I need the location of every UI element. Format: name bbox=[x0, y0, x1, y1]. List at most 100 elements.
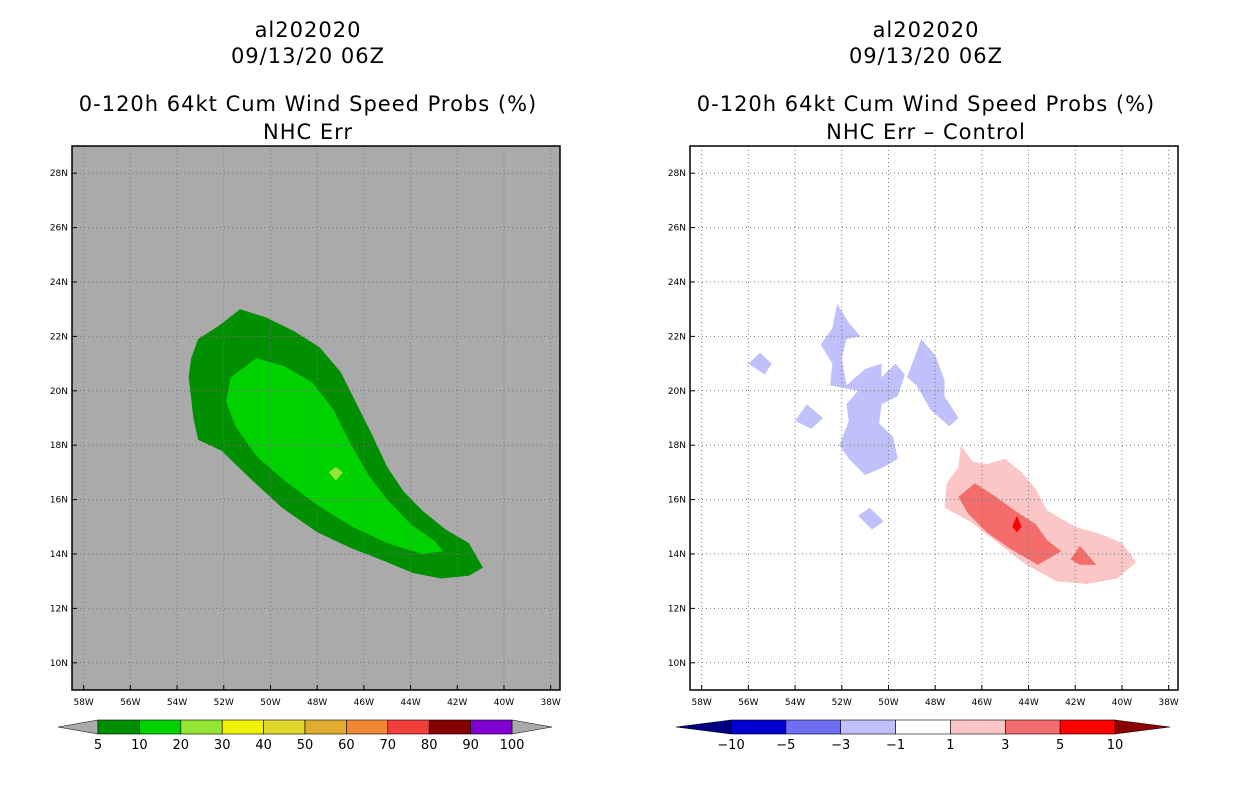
left-y-tick-label: 28N bbox=[50, 169, 68, 179]
left-x-tick-label: 56W bbox=[120, 698, 140, 708]
left-x-tick-label: 40W bbox=[494, 698, 514, 708]
left-colorbar-swatch bbox=[387, 719, 430, 735]
right-colorbar-swatch bbox=[1004, 719, 1061, 735]
right-colorbar-label: 10 bbox=[1107, 738, 1124, 753]
right-colorbar-label: 5 bbox=[1056, 738, 1064, 753]
right-colorbar-label: −5 bbox=[776, 738, 795, 753]
right-contour-5 bbox=[944, 445, 1136, 584]
right-storm-id: al202020 bbox=[872, 18, 980, 42]
left-colorbar-label: 90 bbox=[462, 738, 479, 753]
right-x-tick-label: 48W bbox=[925, 698, 945, 708]
left-y-tick-label: 12N bbox=[50, 604, 68, 614]
left-x-tick-label: 48W bbox=[307, 698, 327, 708]
right-colorbar-label: 1 bbox=[946, 738, 954, 753]
right-contour-8 bbox=[1012, 515, 1022, 533]
right-y-tick-label: 10N bbox=[668, 659, 686, 669]
right-map-background bbox=[690, 146, 1178, 690]
left-colorbar-max-arrow bbox=[511, 719, 553, 735]
right-x-tick-label: 58W bbox=[691, 698, 711, 708]
left-chart-title: al202020 09/13/20 06Z bbox=[58, 17, 558, 69]
left-y-tick-label: 24N bbox=[50, 278, 68, 288]
left-colorbar-swatch bbox=[470, 719, 513, 735]
right-x-tick-label: 40W bbox=[1112, 698, 1132, 708]
left-datetime: 09/13/20 06Z bbox=[230, 44, 386, 68]
right-colorbar-swatch bbox=[895, 719, 951, 735]
left-y-tick-label: 16N bbox=[50, 496, 68, 506]
right-contour-6 bbox=[958, 483, 1062, 565]
left-y-tick-label: 26N bbox=[50, 224, 68, 234]
left-x-tick-label: 52W bbox=[214, 698, 234, 708]
left-map-frame bbox=[71, 145, 561, 691]
right-x-tick-label: 56W bbox=[738, 698, 758, 708]
left-x-tick-label: 46W bbox=[354, 698, 374, 708]
left-colorbar-label: 80 bbox=[421, 738, 438, 753]
right-y-tick-label: 20N bbox=[668, 387, 686, 397]
left-colorbar-min-arrow bbox=[57, 719, 99, 735]
right-colorbar-label: −10 bbox=[717, 738, 744, 753]
right-x-tick-label: 46W bbox=[972, 698, 992, 708]
left-colorbar-swatch bbox=[221, 719, 264, 735]
right-y-tick-label: 22N bbox=[668, 332, 686, 342]
right-y-tick-label: 14N bbox=[668, 550, 686, 560]
left-x-tick-label: 58W bbox=[73, 698, 93, 708]
right-colorbar-swatch bbox=[730, 719, 787, 735]
right-colorbar-swatch bbox=[1059, 719, 1116, 735]
right-panel-title-line1: 0-120h 64kt Cum Wind Speed Probs (%) bbox=[696, 92, 1156, 116]
left-panel-title-line2: NHC Err bbox=[262, 120, 353, 144]
left-colorbar-label: 60 bbox=[338, 738, 355, 753]
right-colorbar-swatch bbox=[785, 719, 842, 735]
left-colorbar-swatch bbox=[263, 719, 306, 735]
left-contour-1 bbox=[226, 358, 444, 554]
left-colorbar-swatch bbox=[139, 719, 182, 735]
left-colorbar-swatch bbox=[180, 719, 223, 735]
right-y-tick-label: 26N bbox=[668, 224, 686, 234]
right-x-tick-label: 50W bbox=[878, 698, 898, 708]
right-y-tick-label: 16N bbox=[668, 496, 686, 506]
right-colorbar-min-arrow bbox=[675, 719, 732, 735]
left-colorbar-label: 70 bbox=[380, 738, 397, 753]
right-contour-1 bbox=[907, 339, 959, 427]
left-colorbar-swatch bbox=[428, 719, 471, 735]
left-colorbar-label: 30 bbox=[214, 738, 231, 753]
left-colorbar-label: 5 bbox=[94, 738, 102, 753]
right-contour-2 bbox=[748, 352, 772, 375]
right-x-tick-label: 52W bbox=[832, 698, 852, 708]
right-x-tick-label: 38W bbox=[1158, 698, 1178, 708]
left-y-tick-label: 18N bbox=[50, 441, 68, 451]
left-x-tick-label: 44W bbox=[400, 698, 420, 708]
left-colorbar-label: 40 bbox=[255, 738, 272, 753]
left-y-tick-label: 10N bbox=[50, 659, 68, 669]
left-colorbar-swatch bbox=[346, 719, 389, 735]
left-x-tick-label: 54W bbox=[167, 698, 187, 708]
left-colorbar-label: 10 bbox=[131, 738, 148, 753]
right-chart-title: al202020 09/13/20 06Z bbox=[676, 17, 1176, 69]
right-y-tick-label: 12N bbox=[668, 604, 686, 614]
right-colorbar-swatch bbox=[950, 719, 1006, 735]
left-colorbar-swatch bbox=[97, 719, 140, 735]
right-colorbar-label: 3 bbox=[1001, 738, 1009, 753]
left-panel-title: 0-120h 64kt Cum Wind Speed Probs (%) NHC… bbox=[58, 90, 558, 146]
left-y-tick-label: 22N bbox=[50, 332, 68, 342]
right-x-tick-label: 54W bbox=[785, 698, 805, 708]
left-contour-2 bbox=[328, 467, 343, 481]
left-y-tick-label: 14N bbox=[50, 550, 68, 560]
left-x-tick-label: 38W bbox=[540, 698, 560, 708]
right-y-tick-label: 24N bbox=[668, 278, 686, 288]
right-panel-title: 0-120h 64kt Cum Wind Speed Probs (%) NHC… bbox=[676, 90, 1176, 146]
right-colorbar-label: −1 bbox=[886, 738, 905, 753]
right-contour-7 bbox=[1070, 545, 1097, 565]
right-contour-4 bbox=[858, 507, 884, 530]
left-colorbar-swatch bbox=[304, 719, 347, 735]
right-map-frame bbox=[689, 145, 1179, 691]
left-colorbar-label: 50 bbox=[297, 738, 314, 753]
left-colorbar-label: 20 bbox=[173, 738, 190, 753]
left-colorbar-label: 100 bbox=[500, 738, 525, 753]
left-x-tick-label: 42W bbox=[447, 698, 467, 708]
left-x-tick-label: 50W bbox=[260, 698, 280, 708]
right-contour-3 bbox=[795, 404, 824, 429]
left-storm-id: al202020 bbox=[254, 18, 362, 42]
right-colorbar-label: −3 bbox=[831, 738, 850, 753]
right-x-tick-label: 44W bbox=[1018, 698, 1038, 708]
right-x-tick-label: 42W bbox=[1065, 698, 1085, 708]
